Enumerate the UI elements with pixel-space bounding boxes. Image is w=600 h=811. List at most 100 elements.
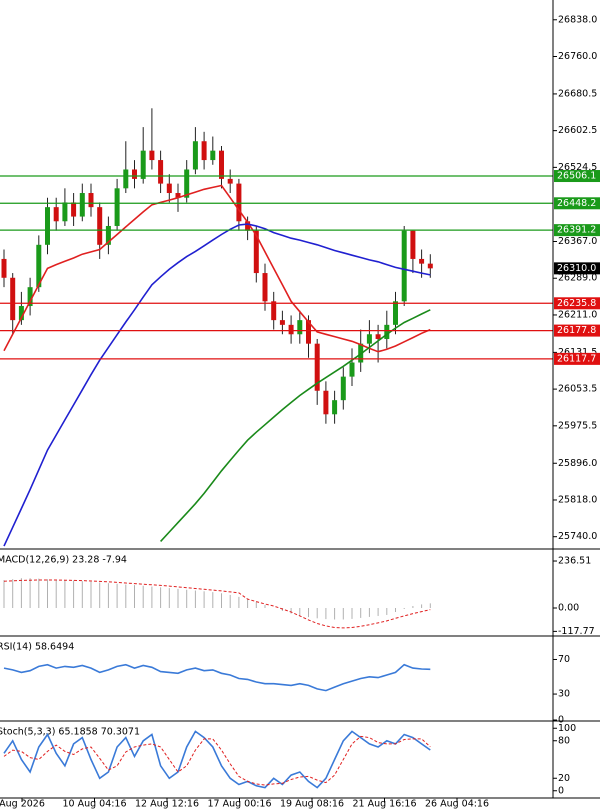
candle-body xyxy=(71,202,77,217)
indicator-line xyxy=(3,730,431,789)
candle-body xyxy=(45,207,50,245)
candle-body xyxy=(158,160,164,184)
y-tick-label: 26367.0 xyxy=(558,236,597,247)
candle-body xyxy=(105,225,111,245)
candle-body xyxy=(201,141,207,161)
level-label: 26235.8 xyxy=(557,298,596,309)
candle-body xyxy=(1,258,7,278)
y-tick-label: 30 xyxy=(558,689,570,700)
indicator-line xyxy=(3,735,431,786)
candle-body xyxy=(427,263,433,269)
candle-body xyxy=(132,169,137,179)
x-tick-label: 26 Aug 04:16 xyxy=(425,799,489,810)
x-tick-label: 12 Aug 12:16 xyxy=(135,799,199,810)
level-tag xyxy=(554,224,600,237)
candle-body xyxy=(27,287,33,307)
candle-body xyxy=(97,207,103,245)
y-tick-label: 0.00 xyxy=(558,602,579,613)
candle-body xyxy=(18,306,24,321)
level-label: 26117.7 xyxy=(557,353,596,364)
y-tick-label: 80 xyxy=(558,735,570,746)
level-tag xyxy=(554,297,600,310)
macd-signal xyxy=(3,579,431,629)
y-tick-label: 26131.5 xyxy=(558,347,597,358)
candle-body xyxy=(140,150,146,179)
y-tick-label: 70 xyxy=(558,654,570,665)
candle-body xyxy=(227,178,233,184)
indicator-line xyxy=(3,663,431,692)
level-tag xyxy=(554,197,600,210)
y-tick-label: 20 xyxy=(558,773,570,784)
candle-body xyxy=(375,334,381,339)
x-tick-label: 21 Aug 16:16 xyxy=(352,799,416,810)
y-tick-label: 0 xyxy=(558,785,564,796)
y-tick-label: 0 xyxy=(558,715,564,726)
candle-body xyxy=(192,141,198,170)
level-label: 26391.2 xyxy=(557,225,596,236)
y-tick-label: 25896.0 xyxy=(558,458,597,469)
candle-body xyxy=(123,169,129,189)
candle-body xyxy=(349,362,355,377)
candle-body xyxy=(314,343,320,391)
level-label: 26506.1 xyxy=(557,171,596,182)
candle-body xyxy=(236,183,242,222)
x-tick-label: Aug 2026 xyxy=(0,799,45,810)
candle-body xyxy=(149,150,155,161)
x-tick-label: 17 Aug 00:16 xyxy=(207,799,271,810)
candle-body xyxy=(366,334,372,344)
indicator-title: Stoch(5,3,3) 65.1858 70.3071 xyxy=(0,727,140,738)
candle-body xyxy=(219,150,224,179)
moving-average xyxy=(3,184,431,353)
candle-body xyxy=(79,193,85,217)
moving-average xyxy=(160,309,431,542)
y-tick-label: -117.77 xyxy=(558,626,595,637)
level-tag xyxy=(554,170,600,183)
x-tick-label: 19 Aug 08:16 xyxy=(280,799,344,810)
y-tick-label: 26680.5 xyxy=(558,88,597,99)
candle-body xyxy=(36,244,42,288)
y-tick-label: 25818.0 xyxy=(558,494,597,505)
y-tick-label: 26289.0 xyxy=(558,273,597,284)
candle-body xyxy=(62,202,68,222)
indicator-title: RSI(14) 58.6494 xyxy=(0,642,74,653)
candle-body xyxy=(271,301,277,321)
level-tag xyxy=(554,324,600,337)
y-tick-label: 26053.5 xyxy=(558,384,597,395)
candle-body xyxy=(253,230,259,274)
y-tick-label: 26760.0 xyxy=(558,51,597,62)
level-label: 26448.2 xyxy=(557,198,596,209)
level-label: 26177.8 xyxy=(557,325,596,336)
candle-body xyxy=(332,400,338,415)
candle-body xyxy=(393,301,398,325)
y-tick-label: 26524.5 xyxy=(558,162,597,173)
candle-body xyxy=(306,320,311,344)
candle-body xyxy=(175,193,181,198)
y-tick-label: 25740.0 xyxy=(558,531,597,542)
y-tick-label: 26211.0 xyxy=(558,309,597,320)
candle-body xyxy=(384,324,390,339)
candle-body xyxy=(410,230,416,259)
candle-body xyxy=(245,221,251,231)
candle-body xyxy=(401,230,407,302)
last-price-label: 26310.0 xyxy=(557,263,596,274)
candle-body xyxy=(10,277,16,321)
candle-body xyxy=(323,390,329,415)
x-tick-label: 10 Aug 04:16 xyxy=(62,799,126,810)
candle-body xyxy=(340,376,346,401)
candle-body xyxy=(419,258,425,264)
y-tick-label: 26838.0 xyxy=(558,14,597,25)
y-tick-label: 236.51 xyxy=(558,556,591,567)
indicator-title: MACD(12,26,9) 23.28 -7.94 xyxy=(0,555,127,566)
y-tick-label: 26602.5 xyxy=(558,125,597,136)
candle-body xyxy=(88,193,94,208)
candle-body xyxy=(114,188,120,226)
moving-average xyxy=(3,223,431,547)
candle-body xyxy=(210,150,216,161)
y-tick-label: 100 xyxy=(558,723,576,734)
candle-body xyxy=(184,169,190,198)
last-price-tag xyxy=(554,262,600,275)
candle-body xyxy=(166,183,172,194)
candle-body xyxy=(53,207,59,222)
